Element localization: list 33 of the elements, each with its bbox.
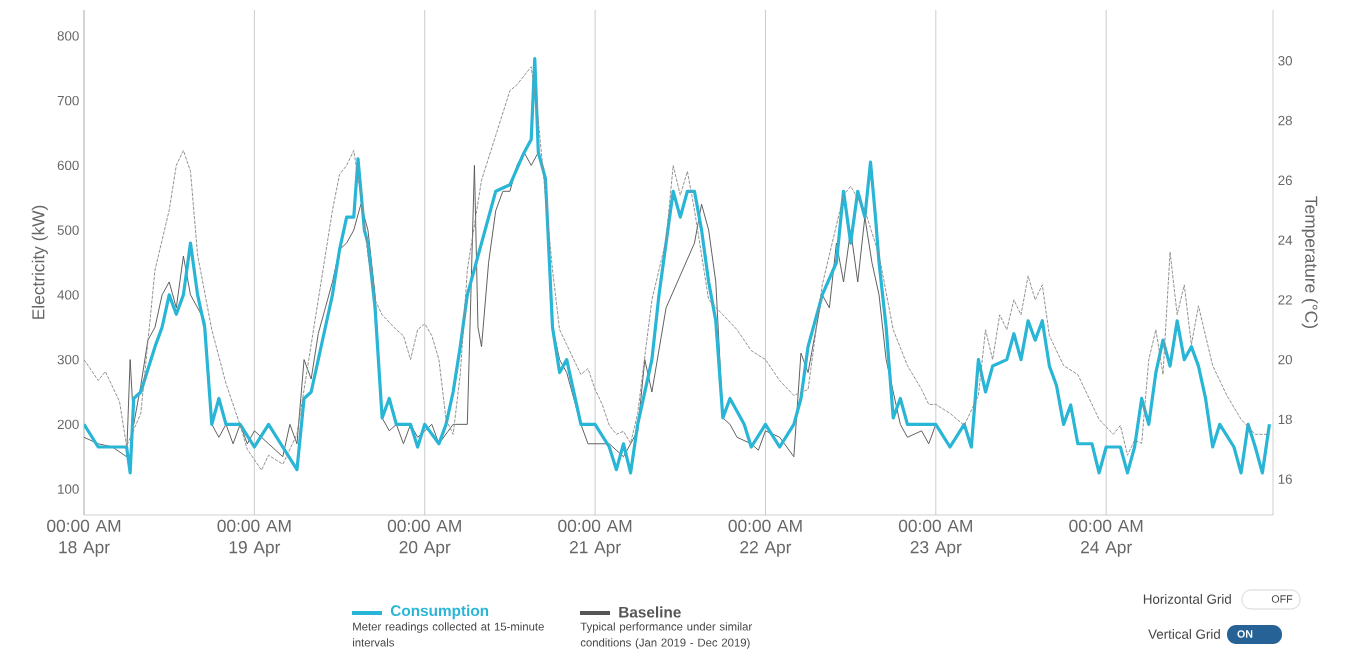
y-tick-label: 400 — [57, 290, 79, 300]
y-tick-label: 600 — [57, 160, 79, 171]
y-tick-label: 700 — [57, 95, 79, 106]
y-tick-label: 200 — [57, 419, 79, 430]
y-tick-label: 100 — [58, 484, 79, 494]
y2-tick-label: 18 — [1278, 414, 1292, 425]
y2-tick-label: 28 — [1278, 115, 1292, 126]
text: Typical performance under similar conditions (Jan 2019 - Dec 2019) — [580, 622, 752, 649]
y-tick-label: 300 — [57, 354, 79, 365]
y2-tick-label: 16 — [1278, 474, 1292, 484]
y2-tick-label: 22 — [1278, 295, 1292, 305]
x-tick-label: 00:00 AM 18 Apr — [47, 519, 121, 557]
y-tick-label: 500 — [57, 225, 79, 235]
x-tick-label: 00:00 AM 21 Apr — [558, 519, 632, 557]
y2-tick-label: 30 — [1278, 56, 1293, 66]
text: Vertical Grid — [1148, 629, 1220, 639]
y2-axis-title: Temperature (°C) — [1301, 196, 1318, 328]
text: Horizontal Grid — [1143, 594, 1231, 604]
legend-label: Consumption — [390, 604, 489, 620]
text: Meter readings collected at 15-minute intervals — [353, 622, 544, 647]
x-tick-label: 00:00 AM 24 Apr — [1069, 519, 1143, 557]
x-tick-label: 00:00 AM 23 Apr — [898, 519, 972, 557]
x-tick-label: 00:00 AM 19 Apr — [217, 519, 291, 557]
legend-label: Baseline — [619, 606, 681, 618]
x-tick-label: 00:00 AM 22 Apr — [728, 519, 802, 557]
y2-tick-label: 26 — [1278, 175, 1292, 186]
y2-tick-label: 20 — [1278, 354, 1293, 365]
text: ON — [1237, 630, 1253, 638]
y2-tick-label: 24 — [1278, 235, 1293, 245]
y-tick-label: 800 — [57, 31, 79, 41]
y-axis-title: Electricity (kW) — [31, 205, 48, 319]
text: OFF — [1271, 595, 1293, 603]
x-tick-label: 00:00 AM 20 Apr — [387, 519, 461, 557]
